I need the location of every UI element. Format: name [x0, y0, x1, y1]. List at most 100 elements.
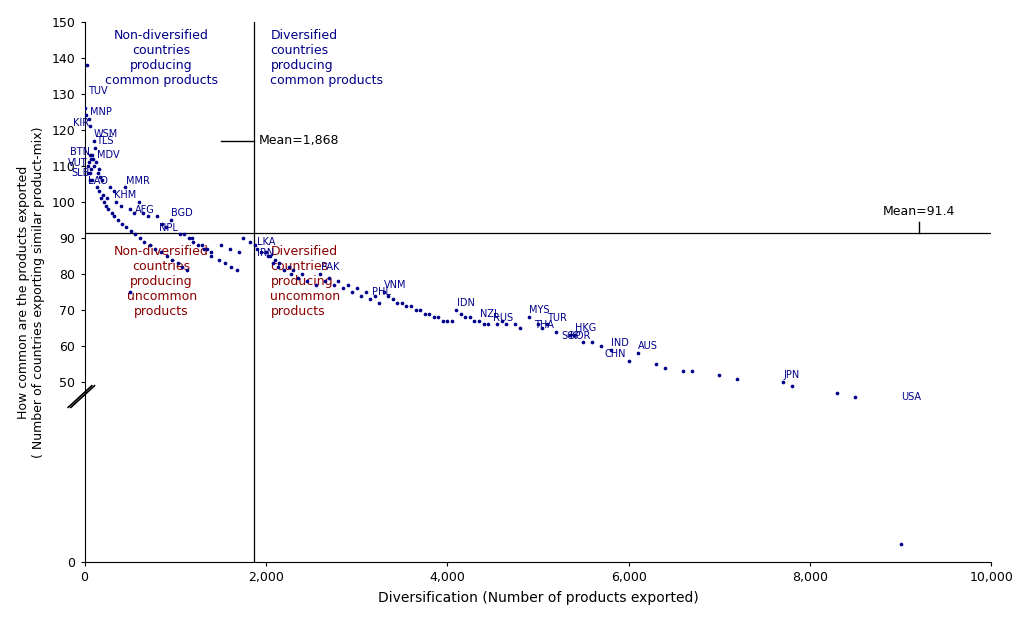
- Point: [335, 284, 351, 294]
- Point: [88, 143, 104, 153]
- Point: [376, 287, 392, 297]
- Point: [353, 290, 370, 300]
- Point: [362, 294, 378, 304]
- Point: [648, 359, 664, 369]
- Text: SGP: SGP: [561, 331, 581, 341]
- Text: LKA: LKA: [258, 237, 276, 247]
- Point: [108, 197, 125, 207]
- Point: [339, 280, 355, 290]
- Text: USA: USA: [901, 392, 921, 402]
- Point: [88, 157, 104, 167]
- Text: PHL: PHL: [372, 287, 390, 297]
- Point: [475, 320, 491, 330]
- Point: [271, 258, 287, 268]
- Point: [393, 298, 410, 308]
- Point: [89, 182, 105, 192]
- Point: [83, 150, 100, 160]
- Point: [94, 175, 110, 185]
- Point: [78, 111, 95, 121]
- Point: [711, 370, 727, 380]
- Point: [131, 197, 147, 207]
- Point: [620, 356, 637, 366]
- Point: [80, 114, 97, 124]
- Point: [657, 363, 674, 373]
- Text: Mean=91.4: Mean=91.4: [883, 205, 955, 218]
- Text: Non-diversified
countries
producing
uncommon
products: Non-diversified countries producing unco…: [114, 245, 209, 318]
- Point: [497, 320, 514, 330]
- Point: [435, 316, 451, 326]
- Point: [467, 316, 483, 326]
- Point: [77, 103, 94, 113]
- Point: [389, 298, 406, 308]
- Point: [584, 338, 600, 348]
- Point: [539, 320, 555, 330]
- Point: [439, 316, 455, 326]
- Point: [308, 280, 324, 290]
- Point: [85, 136, 102, 146]
- Text: IRN: IRN: [258, 248, 275, 258]
- Text: TUV: TUV: [88, 86, 107, 96]
- Text: WSM: WSM: [94, 129, 118, 139]
- Text: IDN: IDN: [456, 298, 475, 309]
- Point: [561, 330, 578, 340]
- Point: [172, 230, 188, 239]
- Point: [93, 193, 109, 203]
- Point: [276, 266, 293, 276]
- Point: [103, 208, 119, 218]
- Point: [185, 236, 202, 246]
- Point: [82, 168, 99, 178]
- Point: [99, 193, 115, 203]
- Text: Diversified
countries
producing
common products: Diversified countries producing common p…: [271, 29, 383, 87]
- Text: KOR: KOR: [570, 331, 590, 341]
- Text: NPL: NPL: [159, 223, 177, 233]
- Point: [675, 366, 691, 376]
- Point: [507, 320, 523, 330]
- Point: [289, 272, 306, 282]
- Point: [113, 218, 130, 228]
- Point: [258, 248, 274, 258]
- Point: [489, 320, 506, 330]
- Point: [283, 269, 300, 279]
- Point: [529, 320, 546, 330]
- Text: LAO: LAO: [88, 175, 108, 186]
- Text: CHN: CHN: [605, 349, 626, 359]
- Point: [122, 287, 138, 297]
- Point: [135, 208, 151, 218]
- Text: JPN: JPN: [783, 370, 799, 380]
- Point: [775, 377, 791, 387]
- Point: [593, 341, 610, 351]
- Text: KHM: KHM: [114, 190, 137, 200]
- Text: Mean=1,868: Mean=1,868: [259, 134, 339, 147]
- X-axis label: Diversification (Number of products exported): Diversification (Number of products expo…: [378, 592, 698, 605]
- Point: [81, 121, 98, 131]
- Point: [829, 388, 846, 398]
- Point: [520, 312, 537, 322]
- Point: [152, 248, 169, 258]
- Point: [280, 262, 297, 272]
- Text: BGD: BGD: [171, 208, 193, 218]
- Point: [82, 164, 99, 174]
- Point: [493, 316, 510, 326]
- Text: Diversified
countries
producing
uncommon
products: Diversified countries producing uncommon…: [271, 245, 341, 318]
- Point: [480, 320, 496, 330]
- Point: [548, 327, 564, 337]
- Point: [471, 316, 487, 326]
- Point: [183, 233, 200, 243]
- Point: [81, 150, 98, 160]
- Text: Non-diversified
countries
producing
common products: Non-diversified countries producing comm…: [105, 29, 218, 87]
- Point: [344, 287, 360, 297]
- Text: AFG: AFG: [135, 205, 154, 215]
- Point: [117, 182, 134, 192]
- Point: [380, 290, 397, 300]
- Point: [118, 222, 135, 232]
- Point: [147, 244, 164, 254]
- Point: [367, 290, 383, 300]
- Point: [132, 233, 148, 243]
- Point: [684, 366, 700, 376]
- Point: [163, 215, 179, 225]
- Point: [299, 276, 315, 286]
- Point: [331, 276, 347, 286]
- Point: [241, 236, 258, 246]
- Point: [231, 248, 247, 258]
- Point: [140, 211, 157, 221]
